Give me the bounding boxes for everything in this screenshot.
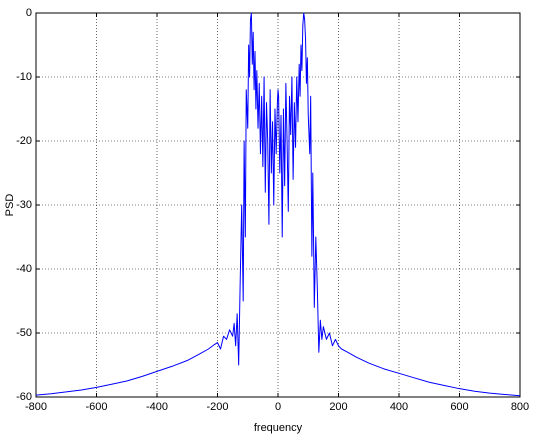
- x-tick-label: 200: [329, 401, 347, 413]
- y-tick-label: -10: [16, 71, 32, 83]
- x-tick-label: 600: [450, 401, 468, 413]
- x-tick-label: -800: [25, 401, 47, 413]
- y-tick-label: 0: [26, 7, 32, 19]
- x-tick-label: 800: [511, 401, 529, 413]
- x-tick-label: -400: [146, 401, 168, 413]
- y-tick-label: -50: [16, 327, 32, 339]
- y-tick-label: -30: [16, 199, 32, 211]
- plot-frame: [35, 12, 521, 398]
- y-tick-label: -40: [16, 263, 32, 275]
- y-axis-label: PSD: [4, 194, 16, 217]
- x-tick-label: -600: [85, 401, 107, 413]
- x-tick-label: 0: [275, 401, 281, 413]
- x-axis-label: frequency: [254, 422, 303, 434]
- psd-line: [35, 12, 521, 397]
- x-tick-label: -200: [206, 401, 228, 413]
- y-tick-label: -20: [16, 135, 32, 147]
- y-tick-label: -60: [16, 391, 32, 403]
- x-tick-label: 400: [390, 401, 408, 413]
